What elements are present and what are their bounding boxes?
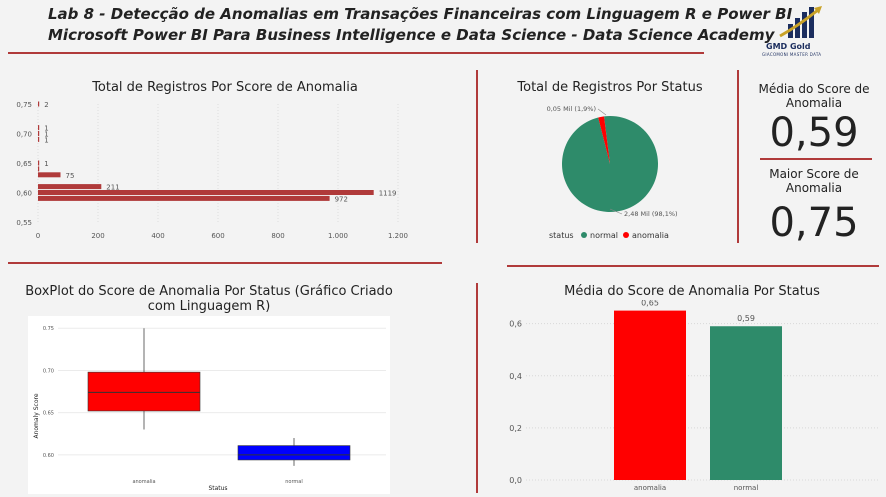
report-title-line-1: Lab 8 - Detecção de Anomalias em Transaç… [48, 5, 793, 23]
bar-data-label: 972 [335, 195, 348, 203]
mean-score-label: Média do Score de Anomalia [758, 82, 870, 110]
legend-dot-anomalia [623, 232, 629, 238]
bar-data-label: 1 [44, 131, 48, 139]
chart-status-pie: 0,05 Mil (1,9%) 2,48 Mil (98,1%) status no… [547, 105, 678, 240]
logo: GMD Gold GIACOMONI MASTER DATA [762, 4, 834, 58]
bar [38, 101, 40, 107]
x-tick-label: 200 [91, 232, 104, 240]
bar [38, 184, 102, 190]
bar [38, 131, 40, 136]
bar [38, 172, 61, 178]
chart-mean-by-status-title: Média do Score de Anomalia Por Status [564, 284, 820, 299]
x-tick-label: 800 [271, 232, 284, 240]
pie-label-normal: 2,48 Mil (98,1%) [624, 210, 678, 218]
bar-chart-logo-icon [779, 6, 822, 38]
y-tick-label: 0.75 [43, 326, 54, 332]
x-tick-label: anomalia [634, 484, 666, 492]
y-tick-label: 0,70 [16, 131, 32, 139]
y-tick-label: 0,4 [509, 372, 522, 381]
logo-name: GMD Gold [766, 42, 811, 51]
logo-subtitle: GIACOMONI MASTER DATA [762, 52, 822, 57]
legend-label-anomalia: anomalia [632, 231, 669, 240]
y-tick-label: 0.65 [43, 411, 54, 417]
x-tick-label: normal [285, 479, 303, 485]
chart-score-count-title: Total de Registros Por Score de Anomalia [92, 80, 358, 95]
bar-data-label: 0,59 [737, 314, 755, 323]
x-tick-label: 0 [36, 232, 40, 240]
bar-data-label: 1 [44, 160, 48, 168]
x-tick-label: 400 [151, 232, 164, 240]
bar [38, 136, 40, 142]
pie-label-anomalia: 0,05 Mil (1,9%) [547, 105, 596, 113]
boxplot-xlabel: Status [208, 485, 227, 492]
x-tick-label: normal [734, 484, 759, 492]
y-tick-label: 0,6 [509, 320, 522, 329]
bar [38, 125, 40, 131]
bar-data-label: 1119 [379, 190, 397, 198]
max-score-label: Maior Score de Anomalia [769, 167, 859, 195]
x-tick-label: 1.000 [328, 232, 348, 240]
y-tick-label: 0,0 [509, 476, 522, 485]
bar-anomalia [614, 310, 686, 480]
divider-v3 [476, 283, 478, 493]
chart-boxplot: 0.60 0.65 0.70 0.75 anomalia normal Status An… [28, 316, 390, 494]
card-divider [760, 158, 872, 160]
bar [38, 190, 374, 195]
y-tick-label: 0,60 [16, 190, 32, 198]
bar [38, 160, 40, 166]
bar [38, 166, 40, 172]
chart-boxplot-title: BoxPlot do Score de Anomalia Por Status … [25, 284, 393, 314]
legend-dot-normal [581, 232, 587, 238]
mean-score-value: 0,59 [769, 110, 859, 156]
box-normal [237, 445, 351, 461]
report-title-line-2: Microsoft Power BI Para Business Intelli… [48, 26, 775, 44]
bar [38, 195, 330, 201]
bar-data-label: 2 [44, 101, 48, 109]
bar-data-label: 1 [44, 125, 48, 133]
legend-title: status [549, 231, 574, 240]
chart-mean-by-status: 0,65 0,59 0,0 0,2 0,4 0,6 anomalia normal [509, 300, 880, 492]
bar-data-label: 75 [66, 172, 75, 180]
divider-v2 [737, 70, 739, 243]
legend-label-normal: normal [590, 231, 618, 240]
bar-data-label: 0,65 [641, 300, 659, 308]
y-tick-label: 0,2 [509, 424, 522, 433]
x-tick-label: 600 [211, 232, 224, 240]
bar-normal [710, 326, 782, 480]
chart-status-pie-title: Total de Registros Por Status [517, 80, 703, 95]
y-tick-label: 0,75 [16, 101, 32, 109]
bar-data-label: 211 [106, 184, 119, 192]
divider-h-left [8, 262, 442, 264]
divider-v1 [476, 70, 478, 243]
bar-data-label: 1 [44, 136, 48, 144]
boxplot-ylabel: Anomaly Score [33, 393, 40, 438]
x-tick-label: 1.200 [388, 232, 408, 240]
y-tick-label: 0,65 [16, 160, 32, 168]
pie-slice-anomalia [598, 116, 610, 164]
header-rule [8, 52, 704, 54]
y-tick-label: 0.70 [43, 368, 54, 374]
y-tick-label: 0,55 [16, 219, 32, 227]
box-anomalia [87, 371, 201, 412]
y-tick-label: 0.60 [43, 453, 54, 459]
divider-h-right [507, 265, 879, 267]
x-tick-label: anomalia [132, 479, 155, 485]
max-score-value: 0,75 [769, 200, 859, 246]
